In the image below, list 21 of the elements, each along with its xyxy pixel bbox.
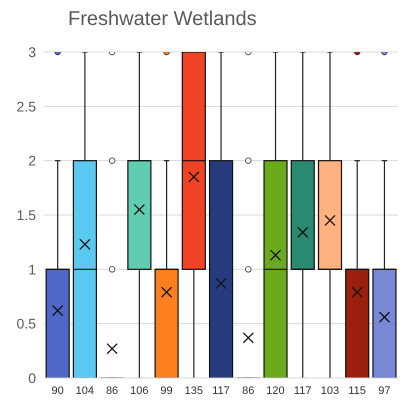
x-tick-label: 117	[212, 384, 230, 397]
y-tick-label: 0.5	[16, 316, 36, 332]
x-tick-label: 115	[348, 384, 366, 397]
x-tick-label: 117	[294, 384, 312, 397]
x-tick-label: 86	[106, 384, 118, 397]
y-tick-label: 2.5	[16, 98, 36, 114]
chart-title: Freshwater Wetlands	[68, 8, 257, 31]
y-tick-label: 1.5	[16, 206, 36, 223]
x-tick-label: 97	[378, 384, 391, 397]
x-tick-label: 104	[76, 384, 94, 397]
x-tick-label: 86	[242, 384, 254, 397]
x-tick-label: 103	[320, 384, 340, 397]
x-tick-label: 90	[51, 384, 64, 397]
y-tick-label: 3	[28, 44, 36, 60]
y-tick-label: 1	[28, 261, 36, 278]
x-tick-label: 120	[266, 384, 285, 397]
x-tick-label: 106	[130, 384, 148, 397]
y-tick-label: 2	[28, 152, 36, 169]
x-tick-label: 135	[184, 384, 203, 397]
y-tick-label: 0	[28, 370, 36, 386]
x-tick-label: 99	[160, 384, 173, 397]
